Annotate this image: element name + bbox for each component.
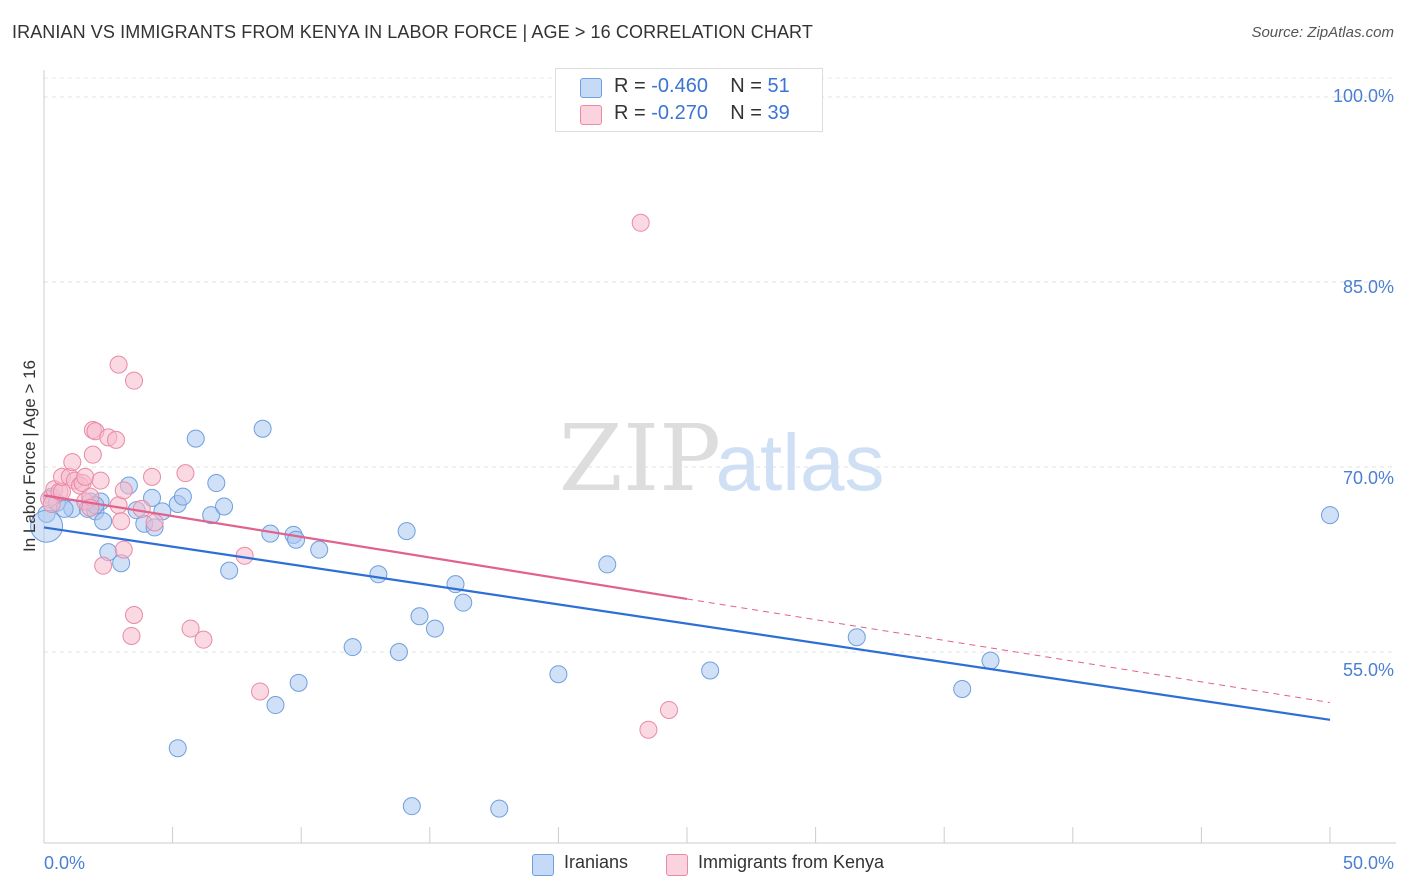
source-label: Source: ZipAtlas.com	[1251, 24, 1394, 41]
chart-title: IRANIAN VS IMMIGRANTS FROM KENYA IN LABO…	[12, 22, 813, 42]
data-point	[220, 561, 239, 580]
data-point	[701, 661, 720, 680]
data-point	[122, 626, 141, 645]
axes	[43, 70, 1396, 844]
data-point	[176, 464, 195, 483]
data-point	[1321, 506, 1339, 525]
trend-lines	[43, 494, 1331, 721]
data-point	[109, 355, 128, 374]
data-point	[168, 739, 187, 758]
data-point	[63, 453, 82, 472]
data-point	[114, 481, 133, 500]
data-point	[598, 555, 617, 574]
data-point	[194, 630, 213, 649]
data-point	[83, 445, 102, 464]
data-point	[143, 488, 162, 507]
data-point	[125, 371, 144, 390]
data-point	[202, 506, 221, 525]
watermark-zip: ZIP	[559, 405, 721, 512]
n-value: 51	[767, 75, 790, 97]
n-value: 39	[767, 102, 790, 124]
data-point	[143, 467, 162, 486]
data-point	[251, 682, 270, 701]
data-point	[549, 665, 568, 684]
r-label: R =	[614, 75, 646, 97]
legend-swatch-iranians	[580, 78, 602, 98]
y-tick-label: 85.0%	[1342, 277, 1394, 297]
y-tick-label: 70.0%	[1342, 468, 1394, 488]
data-point	[266, 696, 285, 715]
data-point	[207, 474, 226, 493]
n-label: N =	[730, 75, 762, 97]
x-tick-label: 50.0%	[1342, 853, 1394, 873]
data-point	[310, 540, 329, 559]
correlation-legend: R = -0.460 N = 51 R = -0.270 N = 39	[555, 68, 823, 132]
data-point	[253, 419, 272, 438]
watermark-atlas: atlas	[716, 418, 885, 507]
y-tick-label: 100.0%	[1332, 86, 1394, 106]
data-point	[287, 530, 306, 549]
data-point	[289, 673, 308, 692]
data-point	[94, 556, 113, 575]
data-point	[215, 497, 234, 516]
data-point	[181, 619, 200, 638]
data-point	[125, 606, 144, 624]
data-point	[114, 540, 133, 559]
data-point	[145, 513, 164, 532]
data-point	[91, 471, 110, 490]
data-point	[186, 429, 205, 448]
data-point	[425, 619, 444, 638]
grid-lines	[44, 77, 1396, 653]
data-point	[659, 700, 678, 719]
watermark: ZIP atlas	[559, 405, 885, 512]
r-label: R =	[614, 102, 646, 124]
trend-line	[43, 526, 1331, 721]
r-value: -0.460	[651, 75, 708, 97]
data-point	[397, 522, 416, 541]
data-point	[173, 487, 192, 506]
trend-line	[43, 494, 688, 601]
data-point	[981, 651, 1000, 670]
data-point	[402, 797, 421, 816]
legend-swatch-kenya	[580, 105, 602, 125]
data-point	[953, 680, 972, 698]
data-point	[454, 593, 473, 612]
data-point	[639, 720, 658, 739]
y-axis-label: In Labor Force | Age > 16	[20, 359, 39, 553]
data-point	[112, 512, 131, 531]
r-value: -0.270	[651, 102, 708, 124]
legend-label: Immigrants from Kenya	[698, 852, 885, 872]
data-point	[490, 799, 509, 818]
y-tick-label: 55.0%	[1342, 660, 1394, 680]
data-point	[631, 213, 650, 232]
trend-line-extrapolated	[686, 598, 1331, 704]
series-kenya-points	[40, 213, 678, 739]
data-point	[410, 607, 429, 626]
x-tick-label: 0.0%	[44, 853, 86, 873]
legend-swatch-iranians	[532, 854, 554, 876]
data-point	[94, 512, 113, 531]
data-point	[132, 499, 151, 518]
data-point	[107, 430, 126, 449]
data-point	[389, 643, 408, 661]
legend-label: Iranians	[564, 852, 629, 872]
legend-swatch-kenya	[666, 854, 688, 876]
data-point	[847, 628, 866, 647]
data-point	[343, 638, 362, 657]
data-point	[369, 565, 388, 584]
data-point	[76, 467, 95, 486]
n-label: N =	[730, 102, 762, 124]
